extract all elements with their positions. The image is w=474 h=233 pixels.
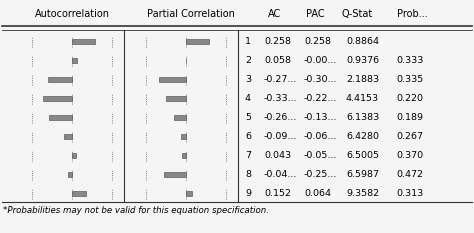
Text: 0.152: 0.152 — [264, 189, 291, 198]
Text: Autocorrelation: Autocorrelation — [35, 9, 109, 19]
Text: PAC: PAC — [306, 9, 324, 19]
Text: 6.5987: 6.5987 — [346, 170, 379, 179]
Text: 3: 3 — [245, 75, 251, 84]
Text: -0.22...: -0.22... — [304, 94, 337, 103]
Text: 0.267: 0.267 — [396, 132, 423, 141]
Text: 0.258: 0.258 — [264, 37, 291, 46]
Bar — [186, 191, 191, 196]
Text: 0.370: 0.370 — [396, 151, 423, 160]
Bar — [68, 172, 72, 177]
Bar — [159, 77, 186, 82]
Text: 4: 4 — [245, 94, 251, 103]
Text: -0.09...: -0.09... — [264, 132, 297, 141]
Bar — [72, 39, 95, 44]
Text: *Probabilities may not be valid for this equation specification.: *Probabilities may not be valid for this… — [3, 206, 269, 215]
Text: 0.333: 0.333 — [396, 56, 423, 65]
Text: 7: 7 — [245, 151, 251, 160]
Text: 0.9376: 0.9376 — [346, 56, 379, 65]
Bar — [49, 115, 72, 120]
Text: 0.058: 0.058 — [264, 56, 291, 65]
Bar — [43, 96, 72, 101]
Text: 0.335: 0.335 — [396, 75, 423, 84]
Text: 8: 8 — [245, 170, 251, 179]
Text: Prob...: Prob... — [397, 9, 428, 19]
Text: -0.06...: -0.06... — [304, 132, 337, 141]
Text: -0.27...: -0.27... — [264, 75, 297, 84]
Bar — [164, 172, 186, 177]
Text: 0.220: 0.220 — [396, 94, 423, 103]
Text: -0.13...: -0.13... — [304, 113, 337, 122]
Text: 9: 9 — [245, 189, 251, 198]
Text: Partial Correlation: Partial Correlation — [147, 9, 235, 19]
Text: 9.3582: 9.3582 — [346, 189, 379, 198]
Text: 6.4280: 6.4280 — [346, 132, 379, 141]
Bar — [174, 115, 186, 120]
Bar — [181, 134, 186, 139]
Text: -0.00...: -0.00... — [304, 56, 337, 65]
Text: Q-Stat: Q-Stat — [341, 9, 373, 19]
Text: 0.313: 0.313 — [396, 189, 423, 198]
Bar — [186, 39, 209, 44]
Bar — [48, 77, 72, 82]
Text: AC: AC — [268, 9, 282, 19]
Text: -0.33...: -0.33... — [264, 94, 298, 103]
Text: -0.26...: -0.26... — [264, 113, 297, 122]
Text: -0.04...: -0.04... — [264, 170, 297, 179]
Text: 6.1383: 6.1383 — [346, 113, 379, 122]
Text: 4.4153: 4.4153 — [346, 94, 379, 103]
Text: 0.8864: 0.8864 — [346, 37, 379, 46]
Bar — [182, 153, 186, 158]
Bar — [72, 153, 76, 158]
Text: 5: 5 — [245, 113, 251, 122]
Text: 0.258: 0.258 — [304, 37, 331, 46]
Text: -0.05...: -0.05... — [304, 151, 337, 160]
Text: 1: 1 — [245, 37, 251, 46]
Text: 0.043: 0.043 — [264, 151, 291, 160]
Text: 0.472: 0.472 — [396, 170, 423, 179]
Text: 0.189: 0.189 — [396, 113, 423, 122]
Bar — [64, 134, 72, 139]
Bar — [166, 96, 186, 101]
Text: 0.064: 0.064 — [304, 189, 331, 198]
Bar — [72, 58, 77, 63]
Text: 6: 6 — [245, 132, 251, 141]
Text: 6.5005: 6.5005 — [346, 151, 379, 160]
Text: -0.30...: -0.30... — [304, 75, 337, 84]
Bar — [72, 191, 85, 196]
Text: 2: 2 — [245, 56, 251, 65]
Text: 2.1883: 2.1883 — [346, 75, 379, 84]
Text: -0.25...: -0.25... — [304, 170, 337, 179]
